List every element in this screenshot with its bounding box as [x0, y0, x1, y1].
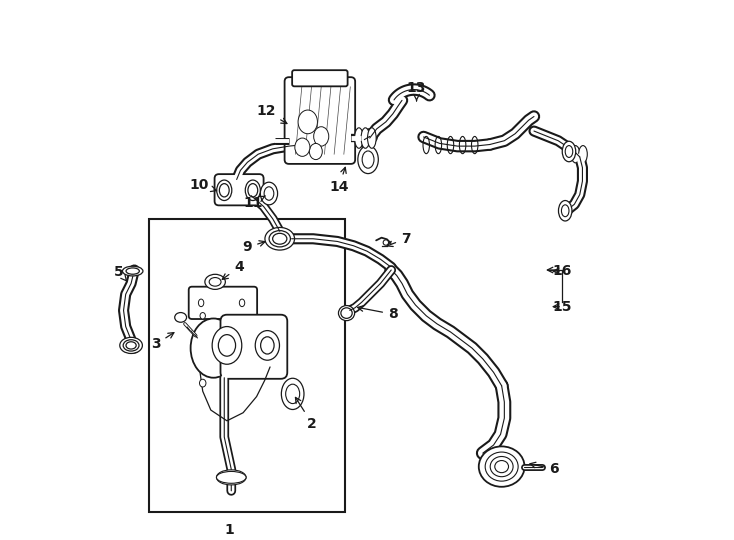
Ellipse shape: [217, 471, 246, 483]
Ellipse shape: [265, 227, 294, 250]
Ellipse shape: [212, 327, 241, 364]
Text: 5: 5: [115, 265, 127, 281]
Ellipse shape: [362, 151, 374, 168]
Ellipse shape: [338, 306, 355, 321]
Ellipse shape: [261, 337, 274, 354]
Text: 7: 7: [387, 232, 410, 246]
Text: 1: 1: [225, 523, 235, 537]
Ellipse shape: [313, 127, 329, 146]
Text: 11: 11: [243, 195, 266, 210]
Ellipse shape: [295, 138, 310, 157]
Text: 15: 15: [552, 300, 572, 314]
Ellipse shape: [269, 231, 291, 247]
Ellipse shape: [361, 128, 370, 148]
Ellipse shape: [120, 338, 142, 354]
Ellipse shape: [286, 384, 299, 403]
Ellipse shape: [123, 266, 143, 276]
Ellipse shape: [479, 447, 525, 487]
Ellipse shape: [341, 308, 352, 319]
Text: 14: 14: [330, 167, 349, 193]
FancyBboxPatch shape: [189, 287, 257, 319]
Text: 2: 2: [296, 397, 317, 430]
Text: 13: 13: [407, 81, 426, 100]
Text: 8: 8: [357, 306, 398, 321]
FancyBboxPatch shape: [220, 315, 287, 379]
Text: 10: 10: [189, 178, 217, 192]
Ellipse shape: [126, 268, 139, 274]
FancyBboxPatch shape: [292, 70, 348, 86]
Ellipse shape: [495, 461, 509, 472]
Text: 9: 9: [243, 240, 265, 254]
Ellipse shape: [123, 340, 139, 351]
Ellipse shape: [264, 187, 274, 200]
Ellipse shape: [309, 144, 322, 160]
Ellipse shape: [205, 274, 225, 289]
Ellipse shape: [368, 128, 376, 148]
Text: 3: 3: [151, 333, 174, 352]
Ellipse shape: [200, 313, 206, 319]
Ellipse shape: [261, 182, 277, 205]
Ellipse shape: [281, 378, 304, 409]
Ellipse shape: [490, 456, 513, 477]
FancyBboxPatch shape: [285, 77, 355, 164]
Text: 4: 4: [222, 260, 244, 279]
Ellipse shape: [298, 110, 317, 134]
Ellipse shape: [255, 330, 280, 360]
Ellipse shape: [578, 146, 587, 163]
Ellipse shape: [218, 335, 236, 356]
Ellipse shape: [272, 233, 287, 244]
Ellipse shape: [358, 146, 378, 173]
Ellipse shape: [559, 200, 572, 221]
Ellipse shape: [191, 319, 236, 377]
Ellipse shape: [175, 313, 186, 322]
Ellipse shape: [383, 240, 388, 245]
Ellipse shape: [565, 146, 573, 158]
Ellipse shape: [245, 180, 261, 200]
Ellipse shape: [126, 342, 137, 349]
Ellipse shape: [355, 128, 363, 148]
Ellipse shape: [485, 452, 518, 481]
Ellipse shape: [239, 299, 244, 307]
Ellipse shape: [209, 278, 221, 286]
Ellipse shape: [562, 141, 575, 162]
Ellipse shape: [248, 184, 258, 197]
Ellipse shape: [217, 180, 232, 200]
Text: 6: 6: [530, 462, 559, 476]
Bar: [149, 219, 346, 512]
Ellipse shape: [200, 379, 206, 387]
Ellipse shape: [217, 470, 246, 485]
Ellipse shape: [562, 205, 569, 217]
Ellipse shape: [219, 184, 229, 197]
Text: 16: 16: [552, 264, 572, 278]
FancyBboxPatch shape: [214, 174, 264, 205]
Ellipse shape: [571, 146, 580, 163]
Text: 12: 12: [256, 104, 287, 124]
Ellipse shape: [198, 299, 204, 307]
